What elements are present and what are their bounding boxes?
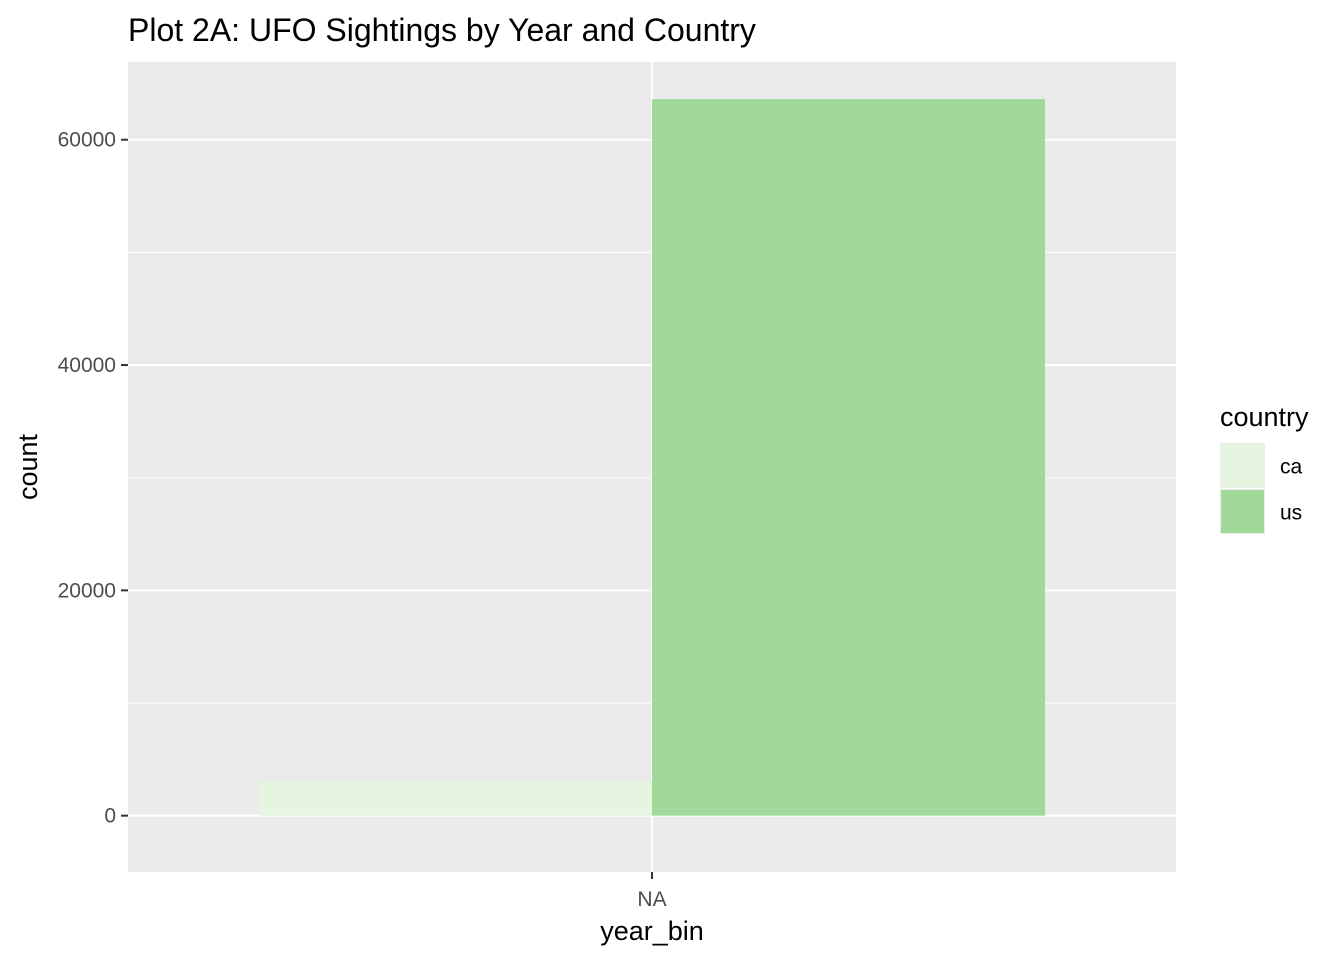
y-axis-title: count <box>13 433 43 500</box>
legend-label-ca: ca <box>1280 456 1303 479</box>
y-tick-label: 0 <box>104 805 116 828</box>
legend-key-ca <box>1221 444 1264 487</box>
y-tick-label: 60000 <box>58 129 116 152</box>
chart-title: Plot 2A: UFO Sightings by Year and Count… <box>128 12 756 48</box>
legend-items: ca us <box>1220 443 1303 534</box>
legend-key-us <box>1221 490 1264 533</box>
y-tick-label: 40000 <box>58 354 116 377</box>
legend-label-us: us <box>1280 502 1302 525</box>
bars <box>259 99 1045 816</box>
axes: 0 20000 40000 60000 NA <box>58 129 667 911</box>
bar-us <box>652 99 1045 816</box>
x-tick-label: NA <box>637 888 666 911</box>
legend-title: country <box>1220 402 1309 432</box>
legend: country ca us <box>1220 402 1309 534</box>
x-axis-title: year_bin <box>600 916 704 946</box>
bar-ca <box>259 781 652 816</box>
y-tick-label: 20000 <box>58 579 116 602</box>
